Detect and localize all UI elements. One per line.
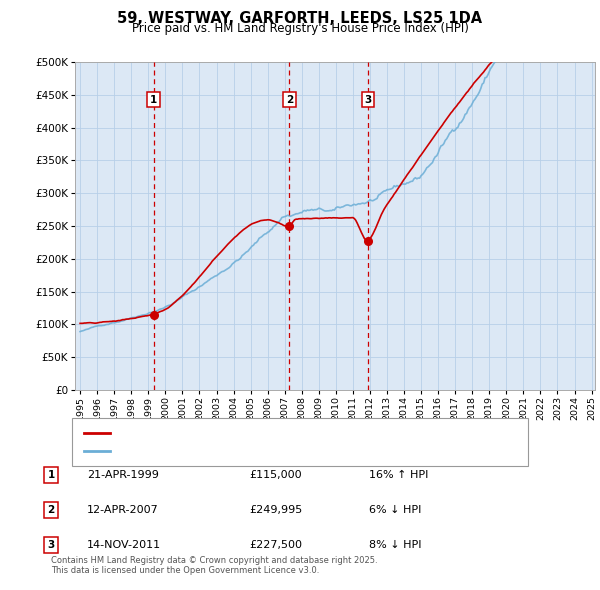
- Text: 12-APR-2007: 12-APR-2007: [87, 505, 159, 515]
- Text: 3: 3: [47, 540, 55, 550]
- Text: £227,500: £227,500: [249, 540, 302, 550]
- Text: 3: 3: [364, 95, 371, 104]
- Text: 14-NOV-2011: 14-NOV-2011: [87, 540, 161, 550]
- Text: 16% ↑ HPI: 16% ↑ HPI: [369, 470, 428, 480]
- Text: £249,995: £249,995: [249, 505, 302, 515]
- Text: 2: 2: [286, 95, 293, 104]
- Text: 59, WESTWAY, GARFORTH, LEEDS, LS25 1DA (detached house): 59, WESTWAY, GARFORTH, LEEDS, LS25 1DA (…: [115, 428, 428, 438]
- Text: 2: 2: [47, 505, 55, 515]
- Text: 59, WESTWAY, GARFORTH, LEEDS, LS25 1DA: 59, WESTWAY, GARFORTH, LEEDS, LS25 1DA: [118, 11, 482, 25]
- Text: 21-APR-1999: 21-APR-1999: [87, 470, 159, 480]
- Text: Price paid vs. HM Land Registry's House Price Index (HPI): Price paid vs. HM Land Registry's House …: [131, 22, 469, 35]
- Text: 1: 1: [150, 95, 157, 104]
- Text: 6% ↓ HPI: 6% ↓ HPI: [369, 505, 421, 515]
- Text: 8% ↓ HPI: 8% ↓ HPI: [369, 540, 421, 550]
- Text: Contains HM Land Registry data © Crown copyright and database right 2025.
This d: Contains HM Land Registry data © Crown c…: [51, 556, 377, 575]
- Text: £115,000: £115,000: [249, 470, 302, 480]
- Text: HPI: Average price, detached house, Leeds: HPI: Average price, detached house, Leed…: [115, 446, 328, 456]
- Text: 1: 1: [47, 470, 55, 480]
